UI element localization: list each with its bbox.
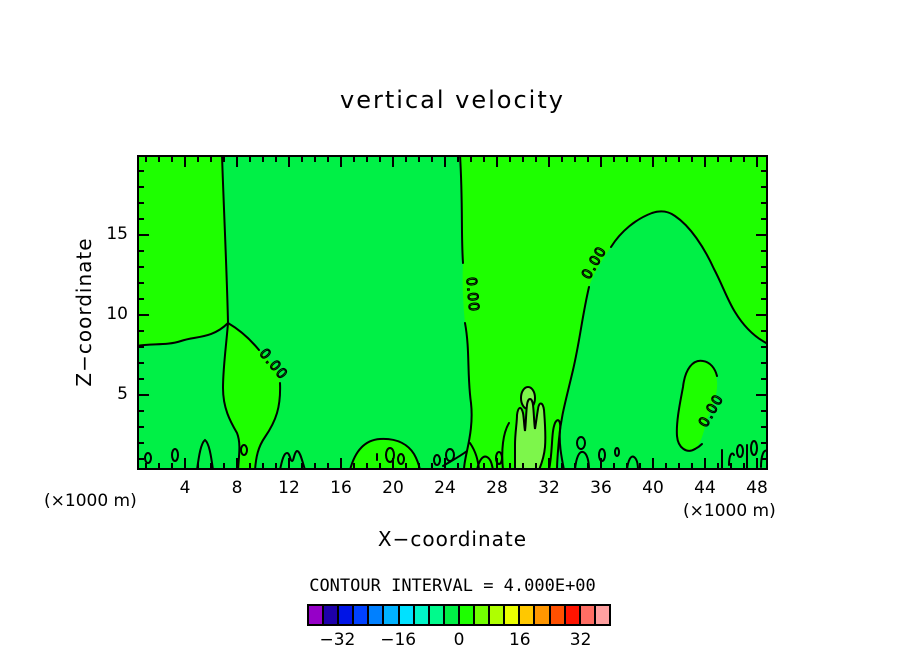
colorbar-cell [533,606,549,624]
colorbar-tick-label: 0 [453,630,465,650]
colorbar-cell [412,606,428,624]
x-tick-label: 12 [278,478,300,498]
colorbar [307,604,611,626]
colorbar-tick-label: 32 [569,630,592,650]
contour-plot-canvas: 0.00 0.00 0.00 0.00 [137,155,768,470]
y-tick-label: 15 [106,224,128,244]
y-axis-label-text: Z−coordinate [72,237,96,387]
x-tick-label: 36 [590,478,612,498]
colorbar-cell [309,606,323,624]
colorbar-cell [382,606,398,624]
colorbar-cell [578,606,594,624]
x-tick-label: 40 [642,478,664,498]
colorbar-cell [457,606,474,624]
colorbar-cell [488,606,504,624]
x-tick-label: 8 [231,478,243,498]
colorbar-cell [503,606,519,624]
x-axis-label: X−coordinate [377,527,528,551]
x-axis-unit-right: (×1000 m) [683,501,776,521]
colorbar-cell [352,606,368,624]
plot-frame [137,155,768,470]
colorbar-cell [518,606,534,624]
colorbar-cell [548,606,564,624]
axis-tick-marks [138,156,767,469]
x-tick-label: 16 [330,478,352,498]
contour-lines [137,155,768,470]
colorbar-cell [442,606,458,624]
colorbar-cell [322,606,338,624]
colorbar-cell [593,606,609,624]
colorbar-tick-label: −16 [380,630,417,650]
x-tick-label: 44 [694,478,716,498]
bottom-noise-contours [144,436,768,470]
x-tick-label: 48 [746,478,768,498]
y-tick-label: 10 [106,304,128,324]
colorbar-cell [337,606,353,624]
contour-level-label: 0.00 [462,276,481,312]
colorbar-cell [563,606,579,624]
x-tick-label: 28 [486,478,508,498]
colorbar-tick-label: 16 [508,630,531,650]
x-tick-label: 20 [382,478,404,498]
y-tick-label: 5 [117,384,128,404]
colorbar-tick-label: −32 [319,630,356,650]
field-high-positive-patch [514,386,547,470]
x-tick-label: 32 [538,478,560,498]
colorbar-cell [427,606,443,624]
colorbar-title: CONTOUR INTERVAL = 4.000E+00 [309,576,596,596]
x-axis-unit-left: (×1000 m) [44,491,137,511]
x-tick-label: 4 [179,478,191,498]
colorbar-cell [397,606,413,624]
colorbar-cell [473,606,489,624]
colorbar-cell [367,606,383,624]
plot-title: vertical velocity [340,86,565,114]
x-tick-label: 24 [434,478,456,498]
field-positive-regions [137,155,768,470]
